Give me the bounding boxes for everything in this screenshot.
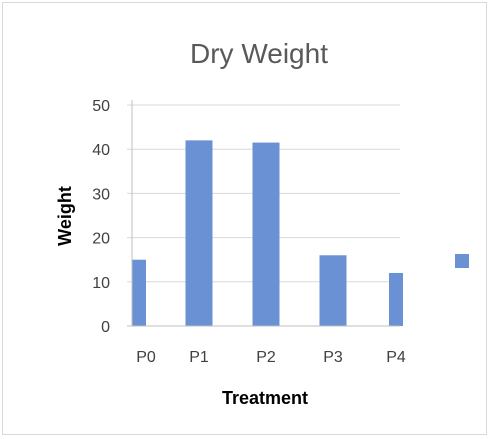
x-axis-tick-labels: P0 P1 P2 P3 P4 <box>136 349 406 366</box>
y-tick-label: 50 <box>92 98 110 115</box>
x-tick-label: P4 <box>386 349 406 366</box>
bar-p4 <box>389 272 403 326</box>
legend-swatch <box>455 254 469 268</box>
x-axis-title: Treatment <box>222 388 308 408</box>
y-tick-label: 30 <box>92 186 110 203</box>
y-tick-label: 0 <box>101 319 110 336</box>
y-axis-title: Weight <box>55 186 75 246</box>
bars <box>132 140 403 326</box>
axes <box>127 100 400 327</box>
y-tick-label: 20 <box>92 231 110 248</box>
bar-p1 <box>185 140 213 326</box>
x-tick-label: P0 <box>136 349 156 366</box>
x-tick-label: P2 <box>256 349 276 366</box>
bar-p3 <box>319 255 347 326</box>
bar-p0 <box>132 259 146 326</box>
chart-area <box>2 2 487 435</box>
y-axis-tick-labels: 0 10 20 30 40 50 <box>92 98 110 336</box>
x-tick-label: P1 <box>189 349 209 366</box>
chart-title: Dry Weight <box>190 38 328 69</box>
y-tick-label: 10 <box>92 275 110 292</box>
y-tick-label: 40 <box>92 142 110 159</box>
x-tick-label: P3 <box>323 349 343 366</box>
bar-p2 <box>252 142 280 326</box>
